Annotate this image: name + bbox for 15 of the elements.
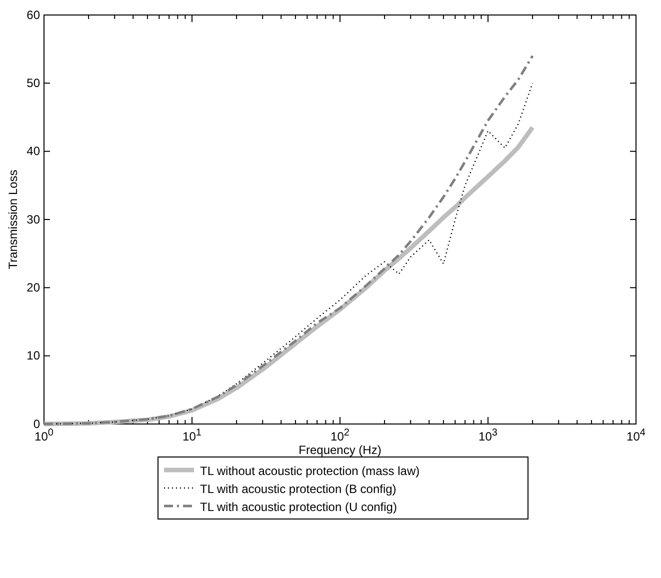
x-tick-label: 10$^{1}$ [182,427,202,444]
y-axis-title: Transmission Loss [6,170,20,270]
y-tick-label: 60 [26,8,40,22]
y-tick-label: 20 [26,280,40,295]
x-axis-title: Frequency (Hz) [298,443,382,457]
legend-label: TL with acoustic protection (B config) [200,482,396,496]
y-tick-label: 40 [26,144,40,158]
x-tick-label: 10$^{4}$ [626,427,646,444]
y-tick-label: 10 [26,348,40,363]
x-tick-label: 10$^{3}$ [478,427,498,444]
y-tick-label: 50 [26,76,40,90]
legend-label: TL with acoustic protection (U config) [200,500,397,514]
legend-label: TL without acoustic protection (mass law) [200,464,420,478]
x-tick-label: 10$^{2}$ [330,427,350,444]
y-tick-label: 30 [26,212,40,226]
